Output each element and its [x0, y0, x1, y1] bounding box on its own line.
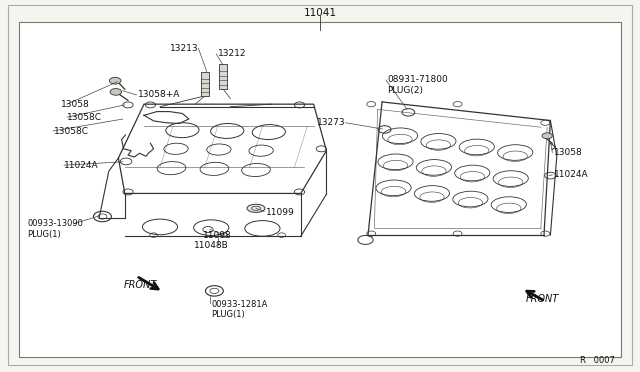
- Text: PLUG(1): PLUG(1): [28, 230, 61, 239]
- Text: 00933-13090: 00933-13090: [28, 219, 83, 228]
- Circle shape: [110, 89, 122, 95]
- Text: FRONT: FRONT: [526, 295, 559, 304]
- Text: 11048B: 11048B: [194, 241, 228, 250]
- Text: 13273: 13273: [317, 118, 346, 127]
- Text: 08931-71800: 08931-71800: [387, 76, 448, 84]
- Text: 00933-1281A: 00933-1281A: [211, 300, 268, 309]
- Bar: [201, 72, 209, 96]
- Text: 11041: 11041: [303, 8, 337, 18]
- Text: 13058+A: 13058+A: [138, 90, 180, 99]
- Text: 13058C: 13058C: [67, 113, 102, 122]
- Circle shape: [542, 133, 552, 139]
- Text: 13213: 13213: [170, 44, 198, 53]
- Text: R   0007: R 0007: [580, 356, 614, 365]
- Text: 13058C: 13058C: [54, 127, 90, 136]
- Text: FRONT: FRONT: [124, 280, 157, 289]
- Bar: [219, 64, 227, 89]
- Text: 11024A: 11024A: [554, 170, 588, 179]
- Text: 11024A: 11024A: [64, 161, 99, 170]
- Circle shape: [109, 77, 121, 84]
- Ellipse shape: [247, 204, 265, 212]
- Text: 11098: 11098: [204, 231, 232, 240]
- Text: 11099: 11099: [266, 208, 294, 217]
- Text: 13212: 13212: [218, 49, 246, 58]
- Text: 13058: 13058: [554, 148, 582, 157]
- Text: 13058: 13058: [61, 100, 90, 109]
- Text: PLUG(1): PLUG(1): [211, 310, 245, 319]
- Text: PLUG(2): PLUG(2): [387, 86, 423, 94]
